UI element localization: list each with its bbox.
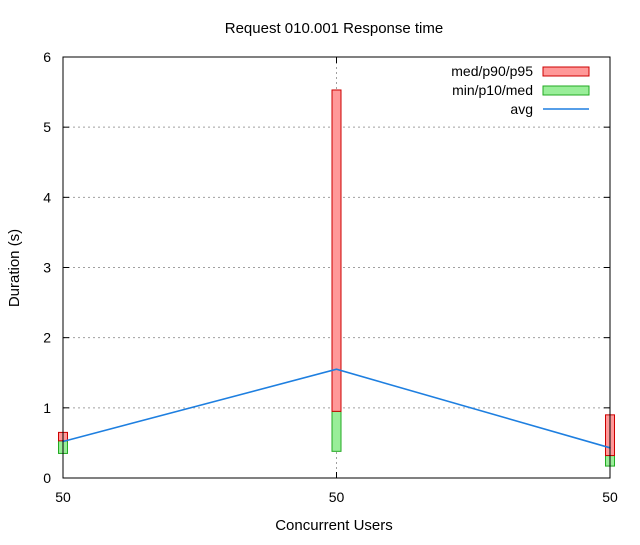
legend-swatch-med-p90-p95 [542,66,590,77]
y-tick-label: 3 [43,260,51,276]
y-tick-label: 4 [43,189,51,205]
x-tick-label: 50 [329,489,345,505]
box-min-p10-med [331,410,342,452]
chart-title: Request 010.001 Response time [225,20,443,37]
x-tick-label: 50 [55,489,71,505]
legend-label: avg [510,101,533,117]
y-tick-label: 1 [43,400,51,416]
legend: med/p90/p95 min/p10/med avg [451,63,590,117]
axis-ticks: 0 1 2 3 4 5 6 50 50 50 [43,49,618,505]
x-axis-label: Concurrent Users [275,517,393,534]
y-tick-label: 0 [43,470,51,486]
y-tick-label: 5 [43,119,51,135]
legend-swatch-min-p10-med [542,85,590,96]
legend-label: min/p10/med [452,82,533,98]
box-med-p90-p95 [331,89,342,412]
boxes [58,89,615,467]
y-tick-label: 6 [43,49,51,65]
y-tick-label: 2 [43,330,51,346]
legend-label: med/p90/p95 [451,63,533,79]
x-tick-label: 50 [602,489,618,505]
y-axis-label: Duration (s) [6,229,23,307]
avg-point [335,368,338,371]
